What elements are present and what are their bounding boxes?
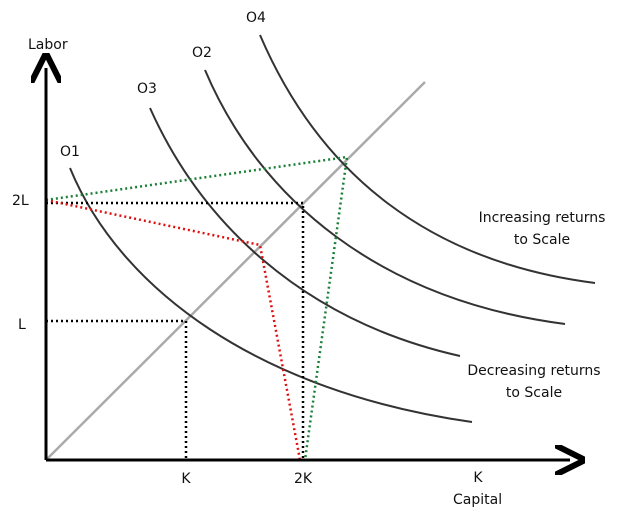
y-tick-label: 2L — [12, 193, 29, 209]
curve-label: O2 — [192, 45, 212, 61]
y-tick-label: L — [18, 317, 26, 333]
guides — [45, 155, 349, 461]
isoquant — [259, 34, 596, 284]
curve-label: O3 — [137, 81, 157, 97]
expansion-path — [45, 81, 426, 461]
isoquant — [69, 167, 473, 423]
annotation: Increasing returns — [479, 210, 606, 226]
annotation: to Scale — [506, 385, 562, 401]
x-tick-label: K — [181, 471, 191, 487]
axis-label: Capital — [453, 492, 502, 508]
x-tick-label: 2K — [294, 471, 313, 487]
isoquant — [149, 107, 461, 357]
x-tick-label: K — [473, 470, 483, 486]
curve-label: O1 — [60, 144, 80, 160]
annotation: to Scale — [514, 232, 570, 248]
annotation: Decreasing returns — [467, 363, 600, 379]
axis-label: Labor — [28, 37, 68, 53]
curve-label: O4 — [246, 10, 266, 26]
isoquant — [204, 69, 566, 325]
